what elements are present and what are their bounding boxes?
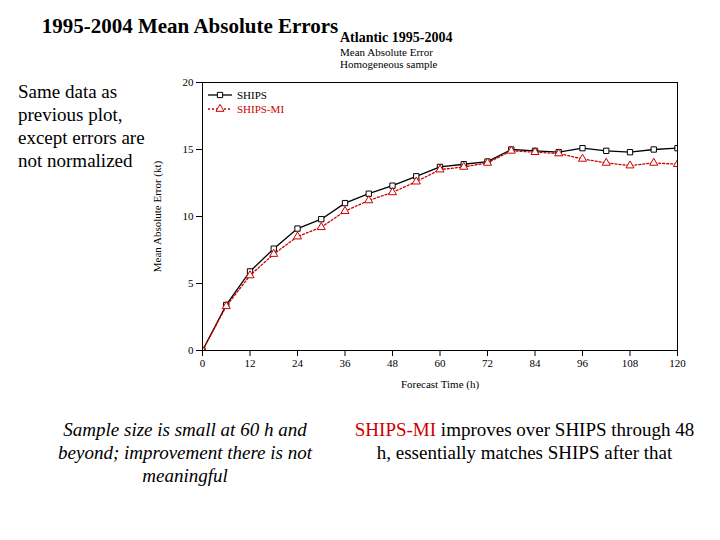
svg-text:120: 120 bbox=[669, 357, 686, 369]
svg-text:48: 48 bbox=[387, 357, 399, 369]
svg-text:0: 0 bbox=[188, 344, 194, 356]
svg-text:108: 108 bbox=[622, 357, 639, 369]
svg-text:60: 60 bbox=[435, 357, 447, 369]
svg-text:15: 15 bbox=[183, 143, 195, 155]
html-text:Mean Absolute Error: Mean Absolute Error bbox=[340, 46, 433, 58]
html-text:Sample size is small at 60 h a: Sample size is small at 60 h and beyond;… bbox=[58, 419, 312, 486]
html-text:SHIPS: SHIPS bbox=[237, 89, 267, 101]
html-text:Atlantic 1995-2004: Atlantic 1995-2004 bbox=[340, 30, 453, 45]
html-text:1995-2004 Mean Absolute Errors: 1995-2004 Mean Absolute Errors bbox=[41, 14, 339, 38]
svg-text:96: 96 bbox=[577, 357, 589, 369]
svg-text:0: 0 bbox=[200, 357, 206, 369]
svg-text:36: 36 bbox=[340, 357, 352, 369]
svg-text:10: 10 bbox=[183, 210, 195, 222]
svg-text:12: 12 bbox=[245, 357, 256, 369]
html-text:SHIPS-MI improves over SHIPS t: SHIPS-MI improves over SHIPS through 48 … bbox=[354, 419, 695, 463]
svg-text:84: 84 bbox=[530, 357, 542, 369]
svg-text:Mean Absolute Error (kt): Mean Absolute Error (kt) bbox=[151, 160, 164, 272]
svg-text:72: 72 bbox=[482, 357, 493, 369]
html-text:Same data as previous plot, ex: Same data as previous plot, except error… bbox=[18, 81, 145, 171]
html-text:SHIPS-MI: SHIPS-MI bbox=[237, 103, 285, 115]
svg-text:24: 24 bbox=[292, 357, 304, 369]
svg-text:5: 5 bbox=[188, 277, 194, 289]
html-text:Homogeneous sample: Homogeneous sample bbox=[340, 58, 438, 70]
svg-text:Forecast Time (h): Forecast Time (h) bbox=[401, 378, 480, 391]
svg-text:20: 20 bbox=[183, 76, 195, 88]
